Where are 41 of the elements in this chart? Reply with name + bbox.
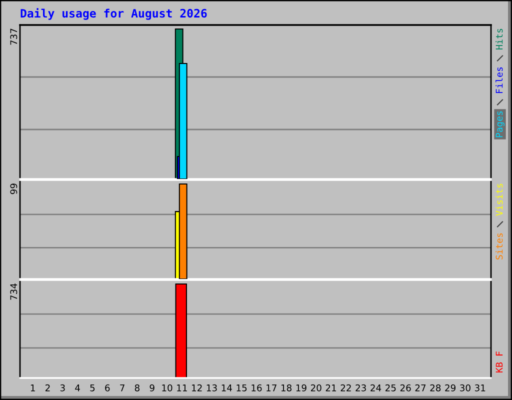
text: Pages [496,111,504,138]
x-tick-label: 13 [206,384,217,392]
x-tick-label: 23 [356,384,366,392]
x-tick-label: 31 [474,384,486,392]
x-tick-label: 9 [150,384,154,392]
x-tick-label: 16 [252,384,262,392]
x-tick-label: 17 [266,384,276,392]
text: Visits [496,184,503,216]
x-tick-label: 8 [134,384,140,392]
x-tick-label: 30 [460,384,470,392]
x-tick-label: 15 [236,384,247,392]
x-tick-label: 10 [162,384,172,392]
x-tick-label: 27 [415,384,426,392]
x-tick-label: 2 [45,384,50,392]
x-tick-label: 28 [430,384,441,392]
text: 734 [10,284,18,300]
text: 737 [10,28,18,45]
x-tick-label: 21 [326,384,336,392]
text: Files [496,67,503,94]
x-tick-label: 14 [222,384,232,392]
x-tick-label: 20 [310,384,322,392]
text: Sites [496,233,503,260]
x-tick-label: 22 [340,384,351,392]
x-tick-label: 12 [192,384,202,392]
x-tick-label: 29 [445,384,456,392]
x-tick-label: 25 [385,384,396,392]
x-tick-label: 6 [105,384,110,392]
x-tick-label: 1 [30,384,35,392]
chart-title: Daily usage for August 2026 [20,8,207,20]
x-tick-label: 5 [90,384,95,392]
x-tick-label: 24 [370,384,382,392]
x-tick-label: 19 [296,384,306,392]
x-tick-label: 3 [60,384,65,392]
x-tick-label: 26 [400,384,411,392]
x-tick-label: 7 [120,384,124,392]
text: Hits [496,28,503,50]
x-tick-label: 11 [177,384,187,392]
text: 99 [10,184,18,194]
x-tick-label: 18 [281,384,292,392]
text: KB F [496,352,503,372]
x-tick-label: 4 [75,384,80,392]
